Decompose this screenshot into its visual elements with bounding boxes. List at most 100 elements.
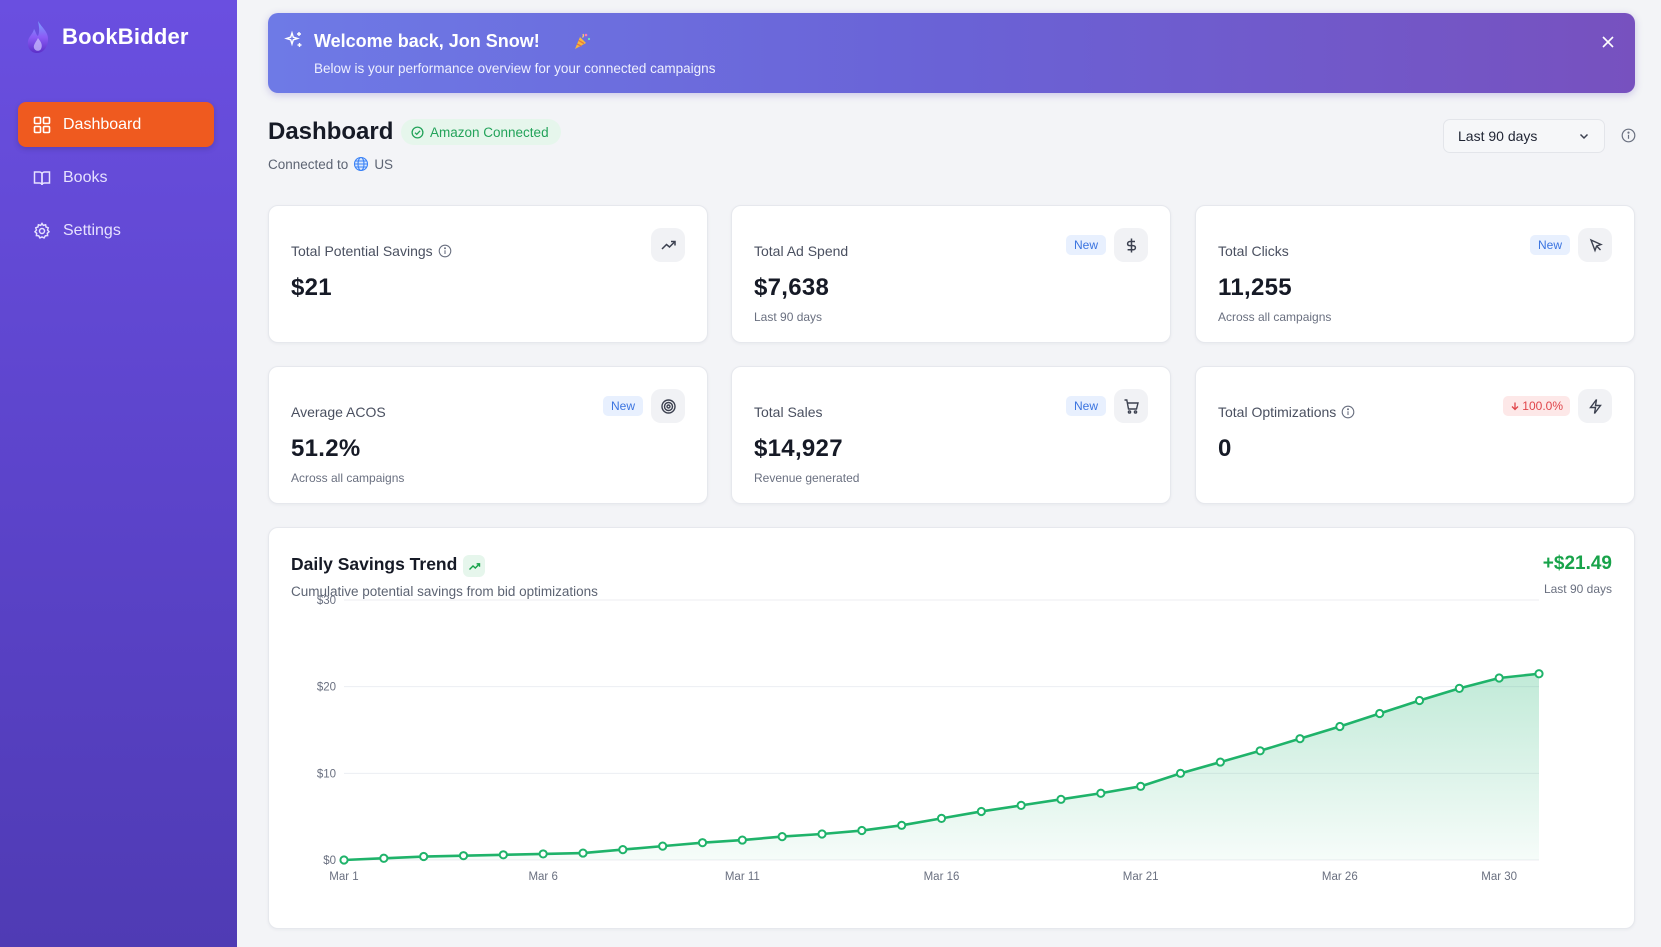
date-range-value: Last 90 days <box>1458 128 1538 144</box>
series-area <box>344 673 1539 860</box>
x-tick-label: Mar 16 <box>924 871 960 883</box>
y-tick-label: $20 <box>317 682 336 694</box>
data-point <box>1454 683 1464 693</box>
welcome-title: Welcome back, Jon Snow! <box>314 31 540 51</box>
savings-trend-chart-card: $0 $10 $20 $30 Mar 1 Mar 6 Mar 11 Mar 16 Mar 21 M… <box>268 527 1635 929</box>
data-point <box>697 838 708 848</box>
data-point <box>1215 757 1225 767</box>
sidebar-item-dashboard[interactable]: Dashboard <box>18 102 214 147</box>
main-content: Welcome back, Jon Snow! Below is your pe… <box>237 0 1661 947</box>
date-range-select[interactable]: Last 90 days <box>1443 119 1605 153</box>
sidebar-item-label: Books <box>63 168 108 186</box>
data-point <box>339 855 349 865</box>
cursor-icon-button <box>1578 228 1612 262</box>
data-point <box>419 851 429 862</box>
target-icon <box>660 398 676 414</box>
lightning-icon-button <box>1578 389 1612 423</box>
close-icon[interactable] <box>1599 33 1617 51</box>
card-caption: Last 90 days <box>754 310 823 324</box>
sidebar-item-books[interactable]: Books <box>18 155 214 200</box>
data-point <box>1175 768 1186 778</box>
y-tick-label: $10 <box>317 768 336 780</box>
info-icon[interactable] <box>438 244 452 258</box>
app-name: BookBidder <box>62 24 189 49</box>
x-tick-label: Mar 21 <box>1123 871 1159 883</box>
data-point <box>1255 746 1265 756</box>
trending-up-icon <box>468 562 480 570</box>
status-badge: Amazon Connected <box>401 119 561 145</box>
data-point <box>498 850 508 860</box>
info-icon[interactable] <box>1341 405 1355 419</box>
data-point <box>1414 695 1425 706</box>
data-point <box>936 813 947 823</box>
data-point <box>1494 673 1504 683</box>
new-badge: New <box>602 396 643 416</box>
book-icon <box>33 170 51 185</box>
data-point <box>777 832 787 842</box>
card-sales: Total Sales New $14,927 Revenue generate… <box>731 366 1171 504</box>
trend-badge <box>463 555 485 577</box>
card-label: Total Clicks <box>1218 243 1289 259</box>
card-value: $21 <box>291 274 332 301</box>
chevron-down-icon <box>1579 133 1589 140</box>
card-label: Total Optimizations <box>1218 404 1355 420</box>
sidebar-item-label: Dashboard <box>63 115 142 133</box>
data-point <box>379 853 389 863</box>
cursor-click-icon <box>1589 238 1603 253</box>
data-point <box>578 848 588 858</box>
data-point <box>1295 734 1305 744</box>
chart-total-caption: Last 90 days <box>1543 582 1612 596</box>
data-point <box>1136 781 1146 791</box>
connected-to-label: Connected to <box>268 156 349 172</box>
card-optimizations: Total Optimizations 100.0% 0 <box>1195 366 1635 504</box>
y-tick-label: $0 <box>323 855 336 867</box>
card-label: Total Sales <box>754 404 823 420</box>
lightning-icon <box>1588 398 1602 414</box>
brand[interactable]: BookBidder <box>24 20 189 54</box>
data-point <box>857 825 867 836</box>
dollar-icon <box>1126 238 1136 252</box>
data-point <box>1056 794 1066 804</box>
chart-title: Daily Savings Trend <box>291 554 458 574</box>
card-potential-savings: Total Potential Savings $21 <box>268 205 708 343</box>
page-title: Dashboard <box>268 118 394 145</box>
x-tick-label: Mar 11 <box>725 871 760 883</box>
data-point <box>1534 669 1544 679</box>
savings-trend-chart: $0 $10 $20 $30 Mar 1 Mar 6 Mar 11 Mar 16 Mar 21 M… <box>317 595 1544 883</box>
new-badge: New <box>1529 235 1570 255</box>
data-point <box>458 851 469 861</box>
grid-icon <box>33 116 51 133</box>
data-point <box>817 829 827 839</box>
gear-icon <box>33 221 51 239</box>
region-label: US <box>374 156 394 172</box>
data-point <box>618 845 628 855</box>
welcome-subtitle: Below is your performance overview for y… <box>314 61 716 76</box>
card-label-text: Total Optimizations <box>1218 404 1337 420</box>
data-point <box>897 820 907 830</box>
party-popper-icon <box>575 33 591 49</box>
card-caption: Across all campaigns <box>291 471 405 485</box>
sidebar-item-settings[interactable]: Settings <box>18 208 214 253</box>
target-icon-button <box>651 389 685 423</box>
info-icon[interactable] <box>1621 128 1636 143</box>
data-point <box>1335 721 1345 732</box>
check-circle-icon <box>411 125 424 139</box>
sidebar-nav: Dashboard Books Settings <box>18 102 214 261</box>
card-acos: Average ACOS New 51.2% Across all campai… <box>268 366 708 504</box>
x-tick-label: Mar 26 <box>1322 871 1358 883</box>
status-badge-label: Amazon Connected <box>430 124 549 140</box>
card-value: $14,927 <box>754 435 843 462</box>
x-tick-label: Mar 30 <box>1481 871 1517 883</box>
card-value: $7,638 <box>754 274 830 301</box>
card-ad-spend: Total Ad Spend New $7,638 Last 90 days <box>731 205 1171 343</box>
data-point <box>1375 708 1385 719</box>
card-clicks: Total Clicks New 11,255 Across all campa… <box>1195 205 1635 343</box>
sparkles-icon <box>284 30 302 47</box>
data-point <box>658 841 668 851</box>
dollar-icon-button <box>1114 228 1148 262</box>
connected-region: Connected to US <box>268 156 393 172</box>
sidebar: BookBidder Dashboard Books Settings <box>0 0 237 947</box>
cart-icon-button <box>1114 389 1148 423</box>
data-point <box>976 806 986 817</box>
chart-total-value: +$21.49 <box>1542 553 1612 574</box>
